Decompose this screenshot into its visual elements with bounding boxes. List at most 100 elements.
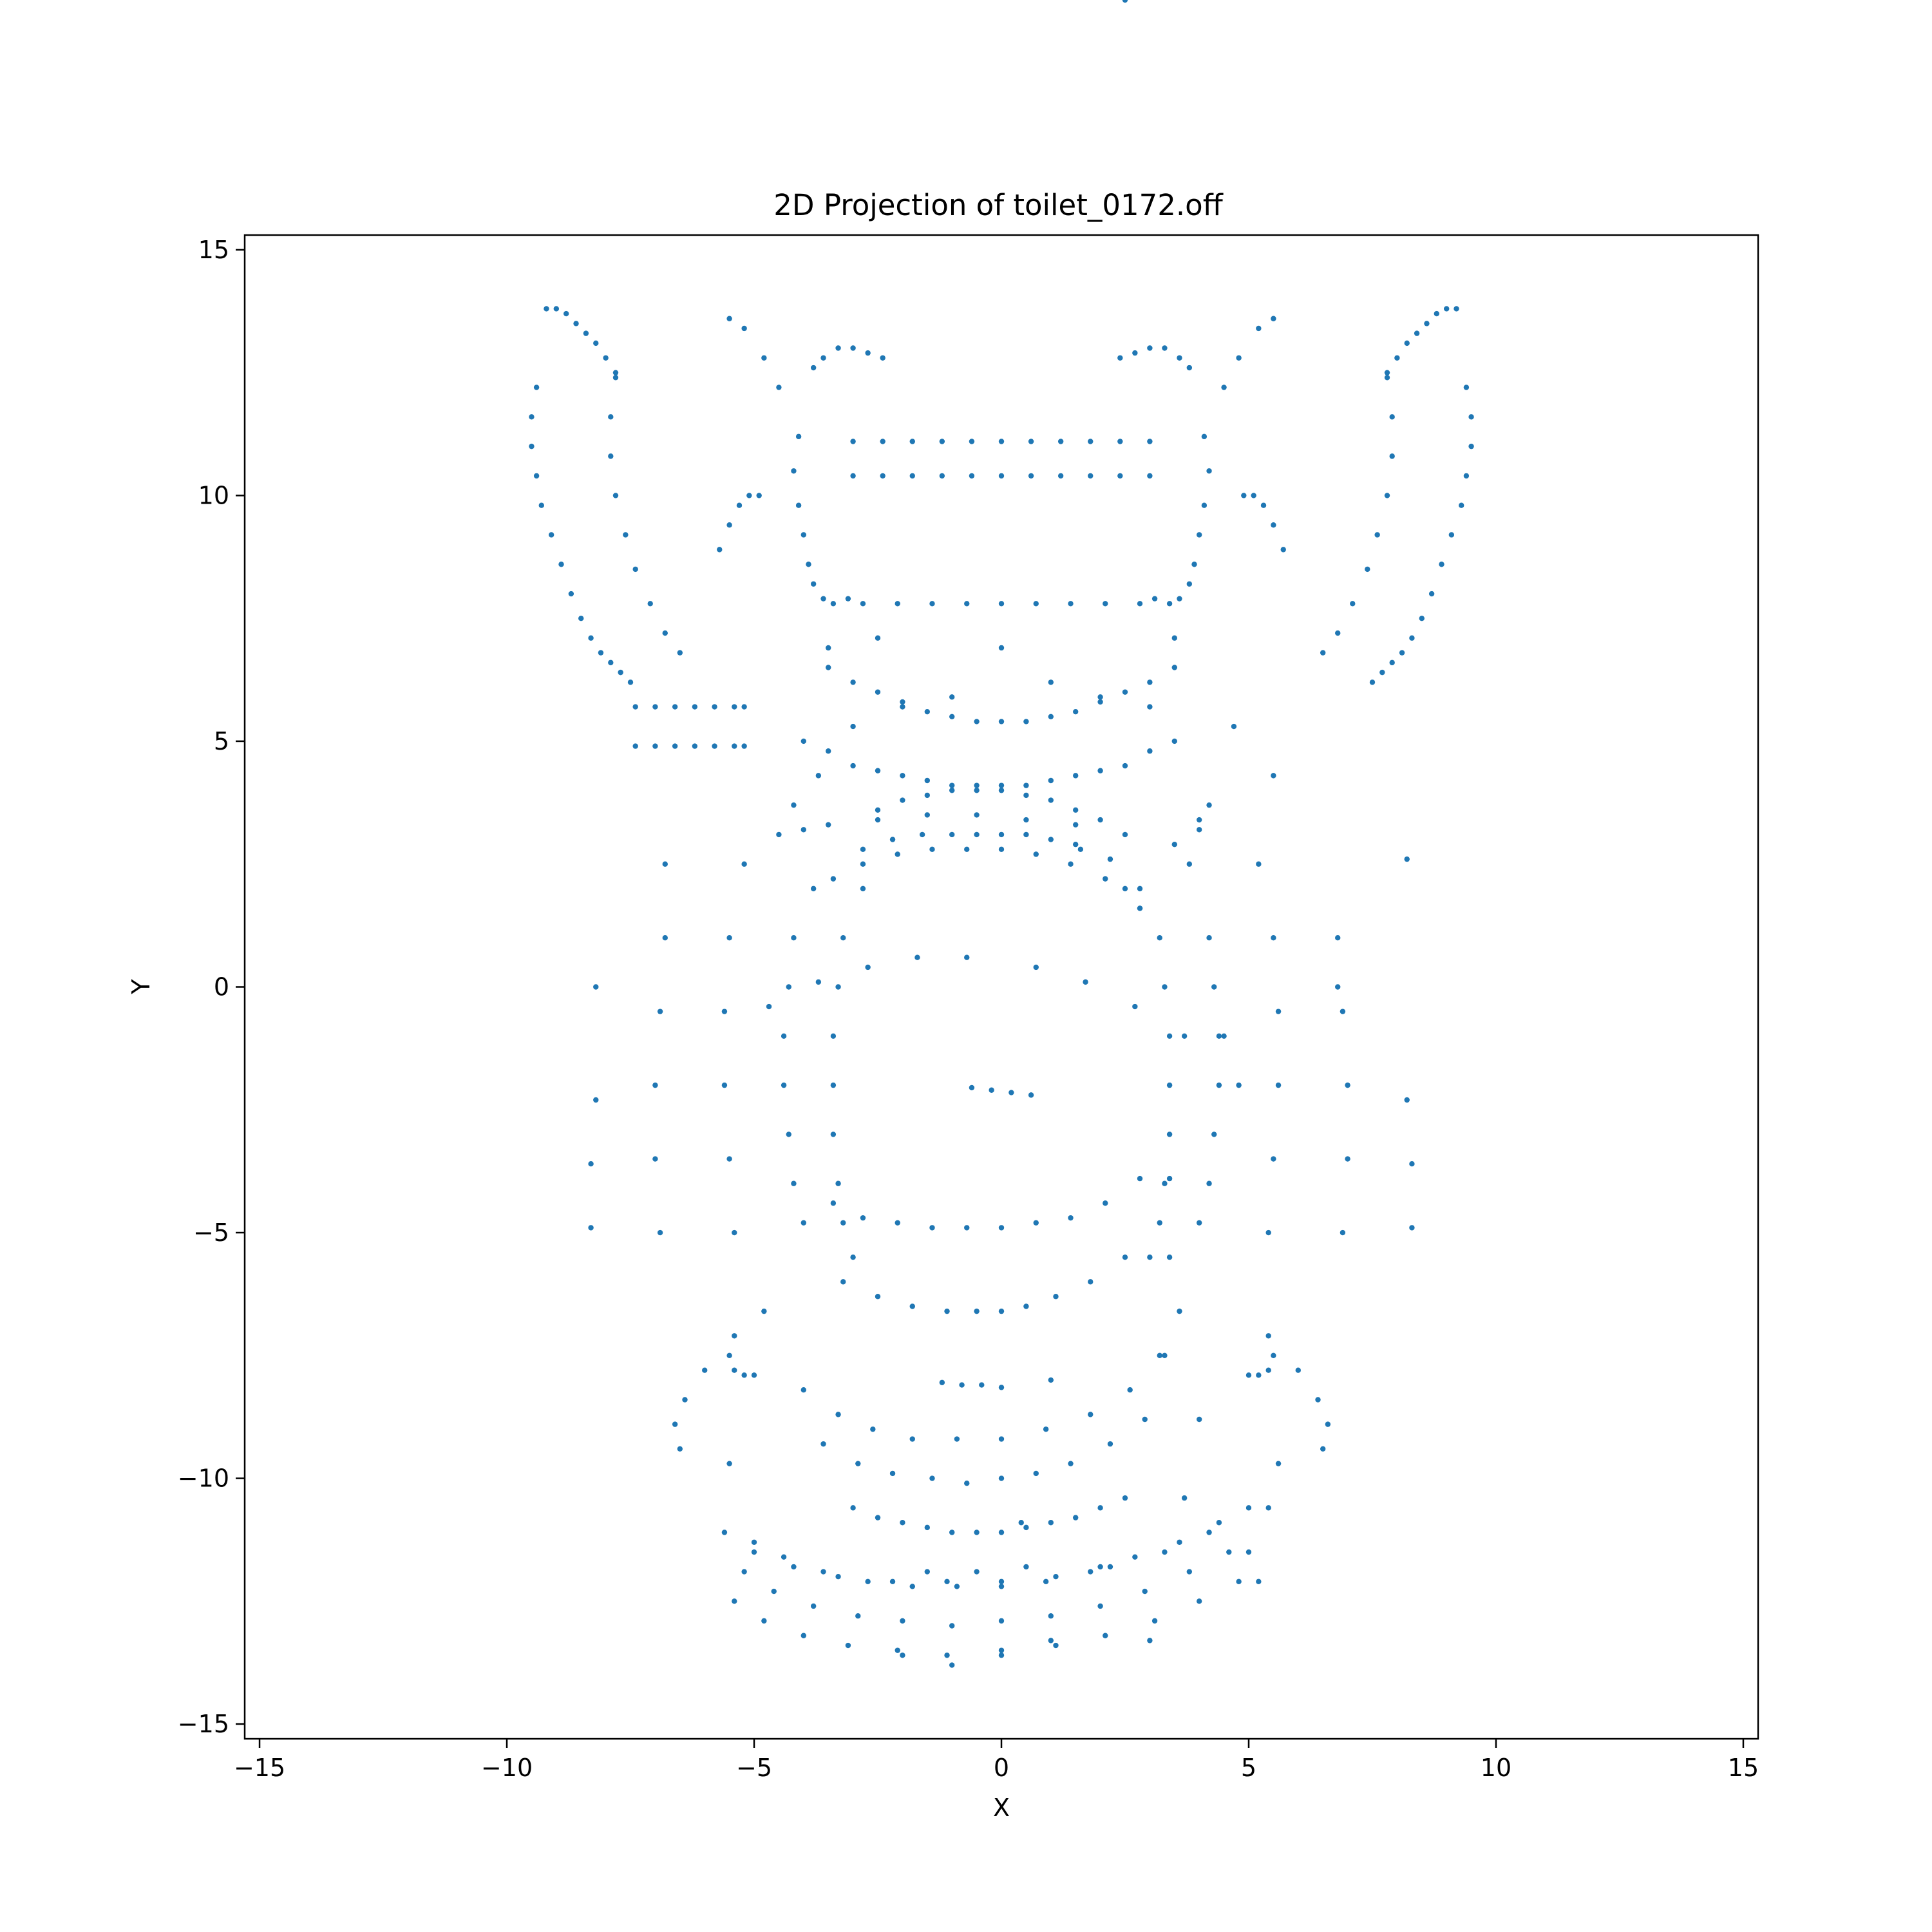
data-point	[1340, 1229, 1346, 1236]
data-point	[800, 1220, 807, 1226]
data-point	[1196, 817, 1202, 823]
data-point	[652, 704, 658, 710]
data-point	[850, 473, 856, 479]
data-point	[652, 1082, 658, 1088]
y-tick-label: 5	[214, 727, 229, 755]
data-point	[800, 827, 807, 833]
data-point	[964, 954, 970, 960]
data-point	[840, 1279, 846, 1285]
data-point	[1271, 773, 1276, 779]
data-point	[806, 562, 811, 567]
data-point	[1048, 1520, 1054, 1526]
data-point	[939, 439, 945, 444]
data-point	[998, 719, 1005, 724]
data-point	[781, 1033, 787, 1039]
data-point	[1335, 934, 1341, 941]
data-point	[1231, 723, 1237, 730]
data-point	[732, 1229, 737, 1236]
data-point	[944, 1308, 950, 1314]
data-point	[998, 601, 1005, 607]
data-point	[1137, 1175, 1143, 1182]
data-point	[1033, 851, 1039, 857]
data-point	[652, 743, 658, 749]
data-point	[553, 306, 560, 312]
data-point	[672, 704, 678, 710]
data-point	[533, 473, 540, 479]
data-point	[1162, 1352, 1168, 1359]
data-point	[741, 325, 747, 332]
data-point	[741, 743, 747, 749]
data-point	[1028, 473, 1034, 479]
data-point	[1162, 1180, 1168, 1186]
data-point	[969, 439, 975, 444]
data-point	[1072, 822, 1079, 828]
data-point	[618, 669, 623, 676]
data-point	[761, 355, 767, 361]
data-point	[1365, 566, 1370, 573]
data-point	[1068, 601, 1074, 607]
data-point	[1201, 433, 1208, 440]
data-point	[568, 591, 574, 597]
data-point	[1147, 1638, 1153, 1643]
chart-title: 2D Projection of toilet_0172.off	[773, 188, 1223, 222]
data-point	[1122, 0, 1128, 3]
data-point	[974, 812, 980, 818]
data-point	[1409, 1161, 1415, 1167]
data-point	[880, 355, 886, 361]
data-point	[949, 831, 955, 838]
data-point	[1088, 1279, 1094, 1285]
data-point	[588, 635, 594, 641]
data-point	[889, 837, 896, 842]
data-point	[1384, 370, 1390, 375]
data-point	[593, 1097, 599, 1103]
data-point	[835, 345, 841, 351]
data-point	[1072, 1515, 1079, 1520]
x-tick-label: −15	[234, 1754, 285, 1782]
data-point	[1409, 635, 1415, 641]
data-point	[1177, 596, 1182, 601]
data-point	[924, 792, 931, 799]
data-point	[726, 1156, 732, 1162]
data-point	[835, 1412, 841, 1417]
data-point	[786, 1132, 791, 1137]
data-point	[1043, 1426, 1049, 1432]
data-point	[1320, 650, 1326, 656]
data-point	[1350, 601, 1356, 607]
data-point	[949, 1623, 955, 1629]
data-point	[1122, 689, 1128, 695]
data-point	[974, 1308, 980, 1314]
data-point	[820, 596, 826, 601]
data-point	[1419, 615, 1425, 621]
data-point	[1236, 1082, 1242, 1088]
data-point	[1142, 1416, 1148, 1423]
data-point	[761, 1308, 767, 1314]
data-point	[998, 1436, 1005, 1442]
data-point	[791, 1180, 797, 1186]
data-point	[1137, 905, 1143, 911]
data-point	[998, 1308, 1005, 1314]
data-point	[1374, 532, 1380, 538]
data-point	[900, 699, 905, 705]
data-point	[741, 1569, 747, 1575]
data-point	[1053, 1573, 1059, 1580]
data-point	[1162, 984, 1168, 990]
data-point	[608, 659, 614, 666]
data-point	[732, 1333, 737, 1339]
y-axis: −15 −10 −5 0 5 10 15	[178, 236, 245, 1738]
data-point	[1053, 1294, 1059, 1300]
data-point	[588, 1161, 594, 1167]
data-point	[751, 1372, 757, 1378]
data-point	[1166, 1132, 1173, 1137]
data-point	[815, 979, 822, 985]
x-tick-label: 15	[1728, 1754, 1759, 1782]
data-point	[830, 601, 837, 607]
data-point	[1023, 1524, 1029, 1531]
data-point	[929, 1475, 935, 1481]
data-point	[632, 566, 638, 573]
data-point	[949, 1662, 955, 1668]
data-point	[949, 694, 955, 700]
data-point	[578, 615, 584, 621]
data-point	[998, 1618, 1005, 1624]
data-point	[741, 1372, 747, 1378]
data-point	[830, 876, 837, 882]
